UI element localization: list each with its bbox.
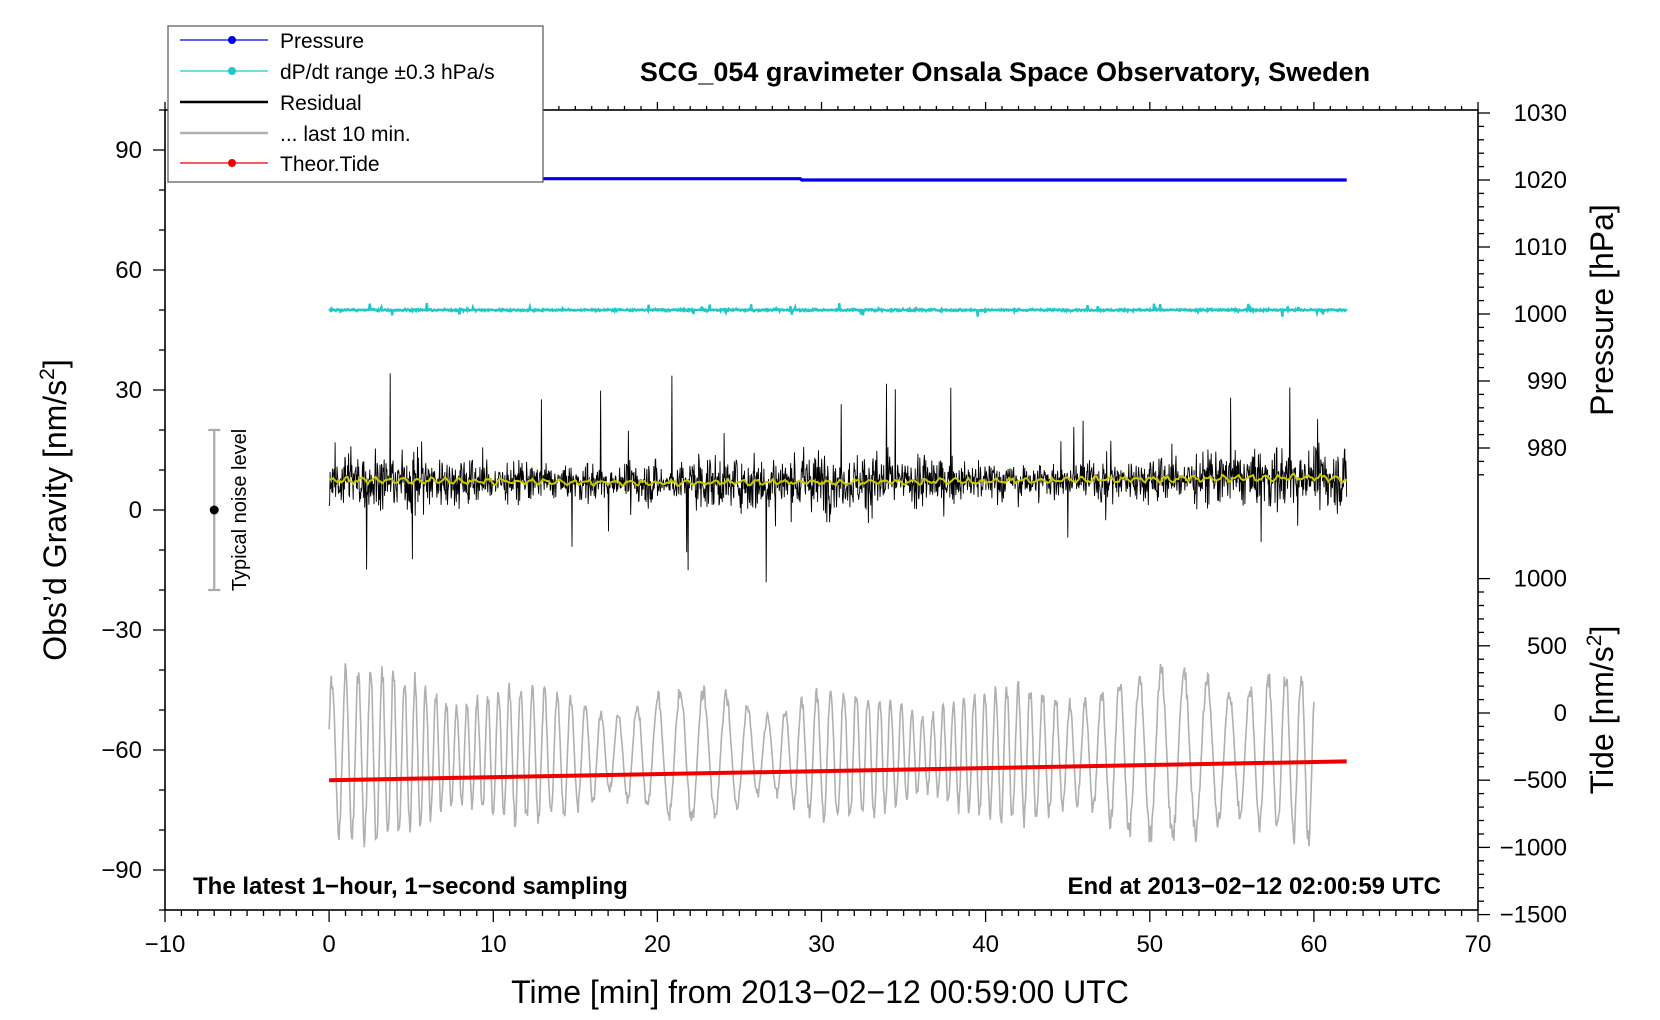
series-dpdt bbox=[328, 302, 1348, 318]
y-axis-title-left-sup: 2 bbox=[36, 368, 59, 380]
y-axis-title-pressure: Pressure [hPa] bbox=[1584, 204, 1620, 416]
y-left-tick-label: −60 bbox=[101, 737, 142, 764]
x-tick-label: 10 bbox=[480, 931, 507, 958]
y-axis-title-tide: Tide [nm/s2] bbox=[1583, 626, 1620, 795]
noise-label: Typical noise level bbox=[229, 429, 251, 591]
y-left-tick-label: 90 bbox=[115, 137, 142, 164]
annotation-bottom-left: The latest 1−hour, 1−second sampling bbox=[193, 873, 628, 900]
legend-box bbox=[167, 25, 544, 183]
y-axis-title-tide-sup: 2 bbox=[1583, 635, 1606, 647]
x-tick-label: 60 bbox=[1301, 931, 1328, 958]
y-tide-tick-label: −1000 bbox=[1500, 834, 1567, 861]
y-left-tick-label: 0 bbox=[129, 497, 142, 524]
legend-label-tide: Theor.Tide bbox=[280, 153, 380, 176]
series-pressure bbox=[329, 177, 1347, 182]
series-residual bbox=[328, 373, 1348, 583]
y-pressure-tick-label: 980 bbox=[1527, 435, 1567, 462]
noise-bar-center-dot bbox=[209, 505, 219, 515]
noise-bar bbox=[208, 428, 221, 592]
y-tide-tick-label: 0 bbox=[1554, 700, 1567, 727]
x-tick-label: 30 bbox=[808, 931, 835, 958]
x-tick-label: −10 bbox=[145, 931, 186, 958]
x-tick-label: 70 bbox=[1465, 931, 1492, 958]
legend-label-dpdt: dP/dt range ±0.3 hPa/s bbox=[280, 61, 495, 84]
x-tick-label: 40 bbox=[972, 931, 999, 958]
series-residual-smoothed bbox=[328, 472, 1347, 488]
x-tick-label: 0 bbox=[322, 931, 335, 958]
y-pressure-tick-label: 1000 bbox=[1514, 301, 1567, 328]
legend-label-residual: Residual bbox=[280, 92, 362, 115]
y-tide-tick-label: −1500 bbox=[1500, 902, 1567, 929]
chart-title: SCG_054 gravimeter Onsala Space Observat… bbox=[640, 57, 1370, 87]
y-tide-tick-label: −500 bbox=[1513, 767, 1567, 794]
legend-symbols bbox=[180, 36, 268, 167]
y-axis-title-left: Obs’d Gravity [nm/s2] bbox=[36, 359, 73, 661]
series-last-10-min bbox=[328, 663, 1315, 848]
x-tick-label: 50 bbox=[1136, 931, 1163, 958]
y-axis-title-tide-text: Tide [nm/s bbox=[1584, 646, 1620, 794]
legend-dot bbox=[228, 67, 236, 75]
series-layer bbox=[328, 177, 1348, 848]
y-axis-title-tide-close: ] bbox=[1584, 626, 1620, 635]
y-tide-tick-label: 500 bbox=[1527, 633, 1567, 660]
y-pressure-tick-label: 1010 bbox=[1514, 234, 1567, 261]
y-axis-title-left-close: ] bbox=[37, 359, 73, 368]
y-left-tick-label: 30 bbox=[115, 377, 142, 404]
legend: Pressure dP/dt range ±0.3 hPa/s Residual… bbox=[167, 25, 544, 183]
y-left-tick-label: 60 bbox=[115, 257, 142, 284]
y-left-tick-label: −90 bbox=[101, 857, 142, 884]
y-left-tick-label: −30 bbox=[101, 617, 142, 644]
x-axis-title: Time [min] from 2013−02−12 00:59:00 UTC bbox=[511, 974, 1129, 1010]
y-axis-title-left-text: Obs’d Gravity [nm/s bbox=[37, 380, 73, 661]
legend-dot bbox=[228, 36, 236, 44]
legend-label-pressure: Pressure bbox=[280, 30, 364, 53]
x-tick-label: 20 bbox=[644, 931, 671, 958]
y-pressure-tick-label: 1030 bbox=[1514, 100, 1567, 127]
y-tide-tick-label: 1000 bbox=[1514, 566, 1567, 593]
y-pressure-tick-label: 1020 bbox=[1514, 167, 1567, 194]
ticks-layer: −10 0 10 20 30 40 50 60 709060300−30−60−90103010… bbox=[101, 100, 1567, 958]
legend-dot bbox=[228, 159, 236, 167]
series-theor-tide bbox=[329, 759, 1347, 783]
y-pressure-tick-label: 990 bbox=[1527, 368, 1567, 395]
annotation-bottom-right: End at 2013−02−12 02:00:59 UTC bbox=[1067, 873, 1441, 900]
legend-label-last10: ... last 10 min. bbox=[280, 123, 411, 146]
